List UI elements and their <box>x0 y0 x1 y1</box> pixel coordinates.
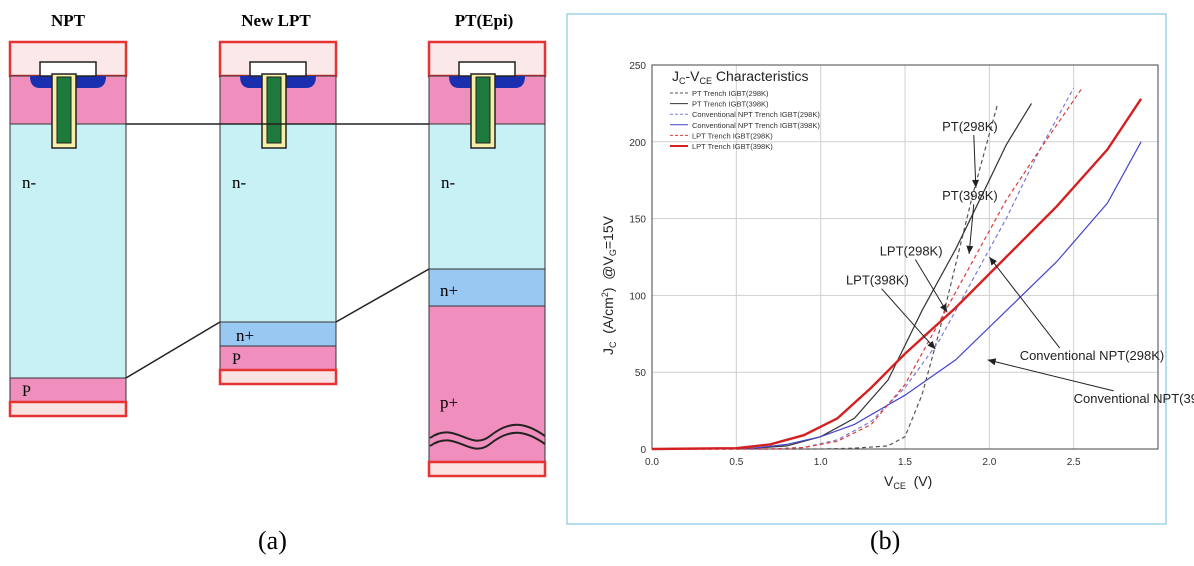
x-tick-label: 1.0 <box>814 457 828 468</box>
new-lpt-structure: n- n+ P <box>218 40 338 386</box>
x-tick-label: 2.5 <box>1067 457 1081 468</box>
lpt-n-drift <box>219 123 337 323</box>
lpt-bottom-metal <box>218 368 338 386</box>
annotation-arrow-line <box>988 256 1061 349</box>
y-axis-label: JC (A/cm2) @VG=15V <box>600 215 618 355</box>
annotation-label: LPT(398K) <box>846 273 909 288</box>
legend-label: PT Trench IGBT(398K) <box>692 100 769 109</box>
series-line <box>652 87 1083 450</box>
npt-to-lpt-connector <box>125 321 221 379</box>
npt-column-title: NPT <box>51 11 86 30</box>
x-tick-label: 0.5 <box>729 457 743 468</box>
series-line <box>652 103 999 450</box>
new-lpt-column-title: New LPT <box>241 11 311 30</box>
pt-drift-label: n- <box>441 173 456 192</box>
series-line <box>651 103 1033 450</box>
annotation-arrowhead <box>972 179 980 188</box>
y-tick-label: 150 <box>629 215 646 226</box>
x-tick-label: 0.0 <box>645 457 659 468</box>
chart-series <box>651 87 1143 451</box>
lpt-drift-label: n- <box>232 173 247 192</box>
npt-trench-gate <box>56 76 72 144</box>
y-tick-label: 250 <box>629 61 646 72</box>
legend-label: Conventional NPT Trench IGBT(298K) <box>692 110 820 119</box>
pt-epi-column-title: PT(Epi) <box>455 11 514 30</box>
pt-wafer-break-line-lower <box>429 431 546 450</box>
chart-legend: PT Trench IGBT(298K) PT Trench IGBT(398K)… <box>670 89 820 151</box>
chart-grid <box>652 65 1158 449</box>
lpt-collector-label: P <box>232 351 241 368</box>
lpt-p-collector <box>219 345 337 371</box>
pt-p-substrate <box>428 305 546 463</box>
annotation-arrow-line <box>987 359 1114 392</box>
annotation-arrowhead <box>940 303 948 313</box>
chart-title: JC-VCE Characteristics <box>672 68 808 86</box>
npt-collector-label: P <box>22 383 31 400</box>
annotation-label: PT(298K) <box>942 119 998 134</box>
lpt-trench-gate <box>266 76 282 144</box>
annotation-arrow-line <box>914 259 948 313</box>
y-tick-label: 100 <box>629 291 646 302</box>
legend-label: PT Trench IGBT(298K) <box>692 89 769 98</box>
annotation-label: Conventional NPT(298K) <box>1020 348 1165 363</box>
pt-buffer-label: n+ <box>440 281 458 300</box>
x-tick-label: 2.0 <box>982 457 996 468</box>
annotation-arrow-line <box>973 135 977 188</box>
annotation-arrow-line <box>881 288 936 350</box>
annotation-arrowhead <box>927 340 936 350</box>
annotation-label: Conventional NPT(398K) <box>1074 391 1194 406</box>
panel-b-caption: (b) <box>870 526 901 555</box>
panel-b-chart: 0.0 0.5 1.0 1.5 2.0 2.5 0 50 100 150 200 250 PT(298… <box>566 13 1194 525</box>
x-axis-label: VCE (V) <box>884 473 932 491</box>
annotation-arrow-line <box>968 204 975 254</box>
pt-n-buffer <box>428 268 546 307</box>
lpt-to-pt-connector <box>335 268 430 323</box>
npt-structure: n- P <box>8 40 128 418</box>
y-tick-label: 200 <box>629 138 646 149</box>
y-tick-label: 0 <box>640 445 646 456</box>
annotation-arrowhead <box>989 257 997 266</box>
lpt-buffer-label: n+ <box>236 326 254 345</box>
npt-bottom-metal <box>8 400 128 418</box>
pt-bottom-metal <box>427 460 547 478</box>
annotation-arrowhead <box>966 245 974 254</box>
legend-label: LPT Trench IGBT(398K) <box>692 142 773 151</box>
legend-label: LPT Trench IGBT(298K) <box>692 131 773 140</box>
npt-drift-label: n- <box>22 173 37 192</box>
series-line <box>651 141 1142 450</box>
annotation-arrowhead <box>987 358 997 366</box>
series-line <box>651 98 1143 451</box>
chart-frame <box>566 13 1167 525</box>
panel-a-caption: (a) <box>258 526 287 555</box>
pt-epi-structure: n- n+ p+ <box>427 40 547 478</box>
panel-a-cross-sections: NPT New LPT PT(Epi) n- P <box>8 11 547 478</box>
pt-trench-gate <box>475 76 491 144</box>
plot-area-border <box>651 64 1159 450</box>
pt-wafer-break-line-upper <box>429 423 546 442</box>
pt-substrate-label: p+ <box>440 393 458 412</box>
y-tick-label: 50 <box>635 368 647 379</box>
chart-ticks: 0.0 0.5 1.0 1.5 2.0 2.5 0 50 100 150 200 250 <box>629 61 1081 468</box>
x-tick-label: 1.5 <box>898 457 912 468</box>
legend-label: Conventional NPT Trench IGBT(398K) <box>692 121 820 130</box>
annotation-label: LPT(298K) <box>880 243 943 258</box>
chart-annotations: PT(298K) PT(398K) LPT(298K) LPT(398K) Conven… <box>846 119 1194 406</box>
annotation-label: PT(398K) <box>942 188 998 203</box>
npt-n-drift <box>9 123 127 379</box>
